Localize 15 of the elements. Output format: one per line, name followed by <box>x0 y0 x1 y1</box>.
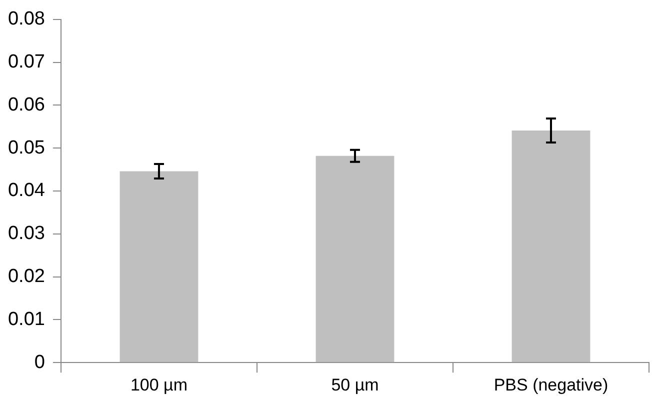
y-tick-label: 0.01 <box>8 308 45 330</box>
y-tick-label: 0.05 <box>8 137 45 158</box>
bar <box>512 130 590 362</box>
bar <box>120 171 198 362</box>
bar <box>316 156 394 362</box>
y-tick-label: 0.03 <box>8 223 45 244</box>
x-tick-label: PBS (negative) <box>494 375 608 394</box>
x-tick-label: 50 µm <box>331 375 379 394</box>
x-tick-label: 100 µm <box>130 375 188 394</box>
y-tick-label: 0.06 <box>8 94 45 116</box>
y-tick-label: 0 <box>34 352 45 373</box>
y-tick-label: 0.02 <box>8 266 45 288</box>
y-tick-label: 0.07 <box>8 52 45 73</box>
y-tick-label: 0.08 <box>8 8 45 30</box>
y-tick-label: 0.04 <box>8 180 46 202</box>
